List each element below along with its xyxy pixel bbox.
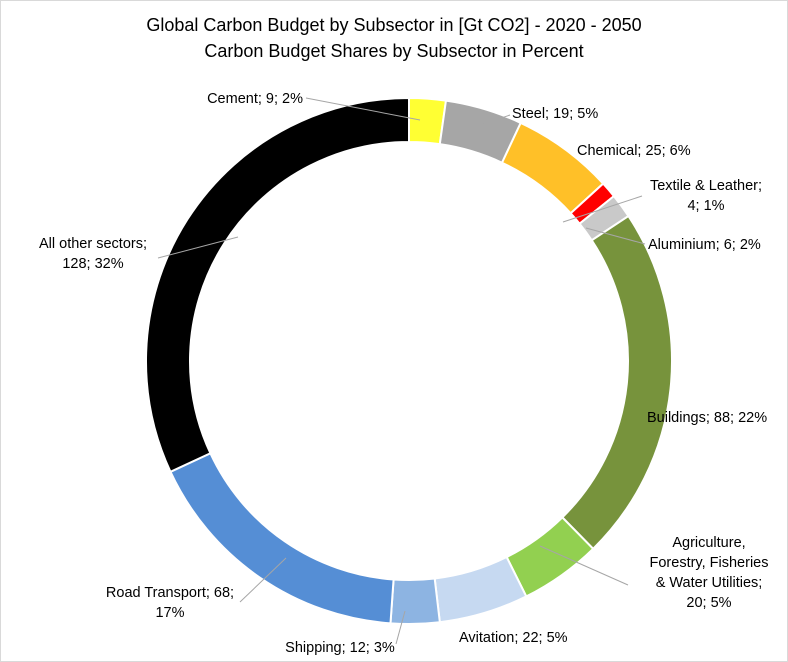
data-label: Chemical; 25; 6% [577, 143, 691, 159]
slice-all-other-sectors [145, 96, 410, 474]
data-label-line: Shipping; 12; 3% [285, 640, 395, 656]
data-label: All other sectors; 128; 32% [39, 236, 147, 272]
chart-subtitle: Carbon Budget Shares by Subsector in Per… [204, 41, 584, 61]
data-label-line: 20; 5% [686, 595, 731, 611]
slice-shipping [389, 577, 441, 625]
data-label-line: Cement; 9; 2% [207, 91, 303, 107]
leader-line [239, 557, 287, 603]
data-label: Cement; 9; 2% [207, 91, 303, 107]
data-label: Textile & Leather; 4; 1% [650, 178, 762, 214]
leader-line [157, 236, 239, 259]
data-label-line: Road Transport; 68; [106, 585, 234, 601]
data-label-line: 17% [155, 605, 184, 621]
data-label-line: & Water Utilities; [656, 575, 763, 591]
leader-line [471, 114, 511, 129]
data-label-line: Forestry, Fisheries [650, 555, 769, 571]
data-label-line: Chemical; 25; 6% [577, 143, 691, 159]
data-label: Avitation; 22; 5% [459, 630, 568, 646]
slice-buildings [560, 214, 673, 551]
chart-title: Global Carbon Budget by Subsector in [Gt… [146, 15, 642, 35]
data-label-line: Textile & Leather; [650, 178, 762, 194]
data-label-line: Agriculture, [672, 535, 745, 551]
data-label-line: Steel; 19; 5% [512, 106, 598, 122]
leader-line [395, 610, 406, 645]
leader-line [562, 195, 643, 223]
data-label-line: Buildings; 88; 22% [647, 410, 767, 426]
data-label-line: 4; 1% [687, 198, 724, 214]
data-label: Shipping; 12; 3% [285, 640, 395, 656]
data-label-line: All other sectors; [39, 236, 147, 252]
slice-avitation [433, 555, 528, 624]
data-label-line: Avitation; 22; 5% [459, 630, 568, 646]
data-label: Steel; 19; 5% [512, 106, 598, 122]
data-label: Aluminium; 6; 2% [648, 237, 761, 253]
data-label: Buildings; 88; 22% [647, 410, 767, 426]
data-label-line: 128; 32% [62, 256, 123, 272]
leader-line [539, 545, 629, 586]
leader-line [585, 227, 646, 245]
data-label-line: Aluminium; 6; 2% [648, 237, 761, 253]
data-label: Road Transport; 68; 17% [106, 585, 234, 621]
leader-line [305, 97, 421, 121]
data-label: Agriculture, Forestry, Fisheries & Water U… [650, 535, 769, 611]
